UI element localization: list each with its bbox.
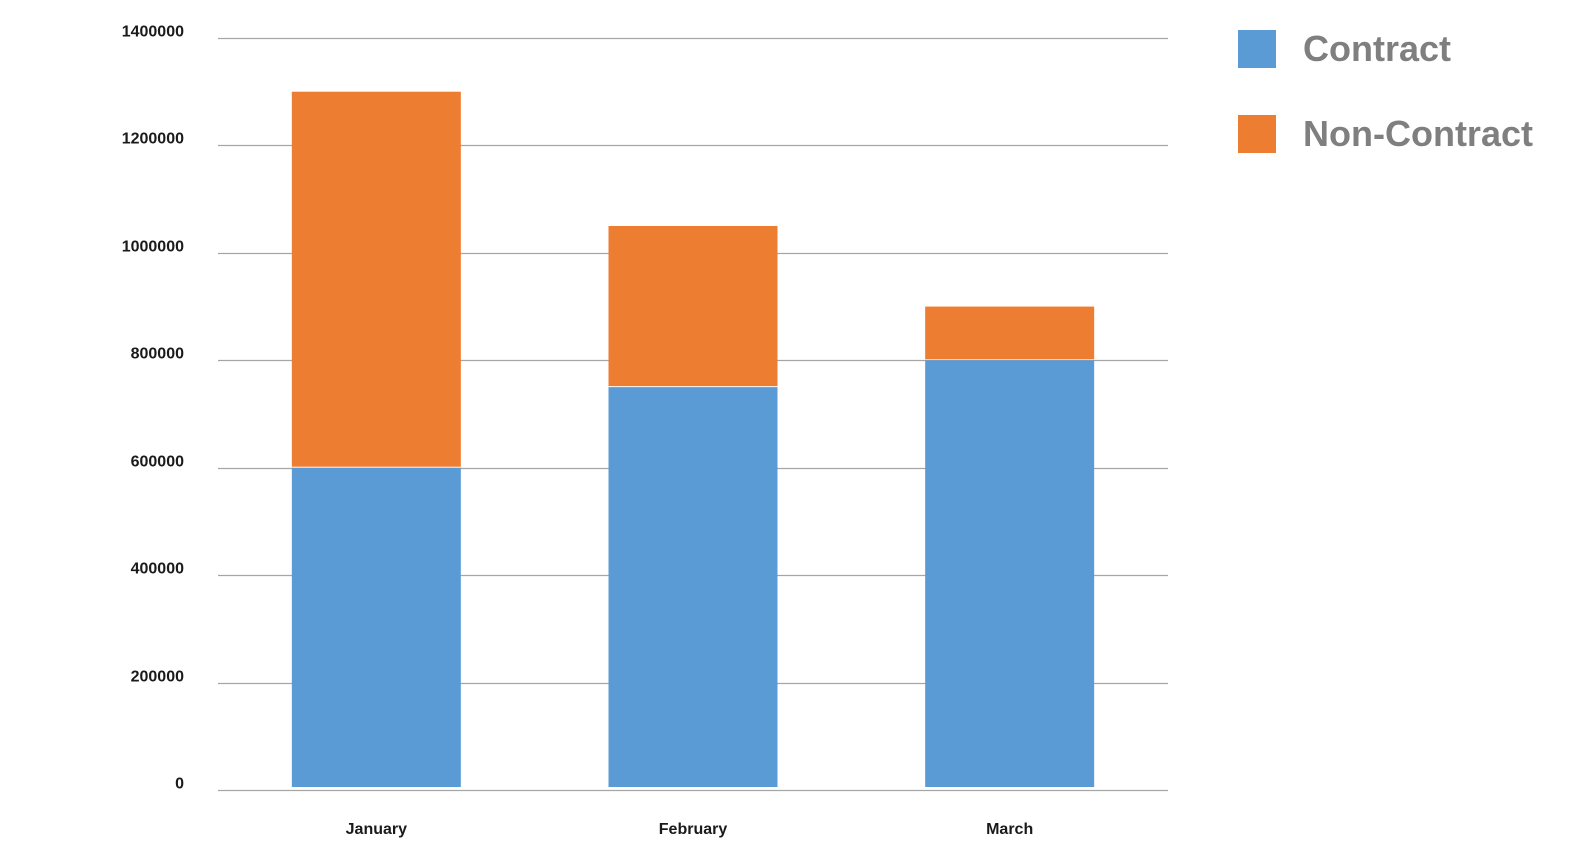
bar-non-contract-march xyxy=(925,306,1095,360)
bar-contract-february xyxy=(608,387,778,787)
bar-non-contract-february xyxy=(608,226,778,387)
y-tick-label-800000: 800000 xyxy=(131,346,184,363)
legend-item-non-contract: Non-Contract xyxy=(1238,113,1533,154)
legend-label-non-contract: Non-Contract xyxy=(1303,113,1533,154)
y-tick-label-1200000: 1200000 xyxy=(122,131,184,148)
legend-swatch-non-contract xyxy=(1238,115,1276,153)
bar-contract-january xyxy=(291,467,461,787)
y-tick-label-1400000: 1400000 xyxy=(122,24,184,41)
y-tick-label-200000: 200000 xyxy=(131,669,184,686)
legend-label-contract: Contract xyxy=(1303,28,1452,69)
x-axis-tick-labels: January February March xyxy=(346,821,1034,838)
x-tick-label-february: February xyxy=(659,821,728,838)
x-tick-label-march: March xyxy=(986,821,1033,838)
legend: Contract Non-Contract xyxy=(1238,28,1533,200)
legend-swatch-contract xyxy=(1238,30,1276,68)
bar-non-contract-january xyxy=(291,91,461,467)
legend-item-contract: Contract xyxy=(1238,28,1533,69)
y-tick-label-0: 0 xyxy=(175,776,184,793)
x-tick-label-january: January xyxy=(346,821,407,838)
bar-contract-march xyxy=(925,360,1095,787)
y-axis-tick-labels: 0 200000 400000 600000 800000 1000000 1200000 1… xyxy=(122,24,184,793)
bars xyxy=(291,91,1095,787)
y-tick-label-600000: 600000 xyxy=(131,454,184,471)
y-tick-label-1000000: 1000000 xyxy=(122,239,184,256)
y-tick-label-400000: 400000 xyxy=(131,561,184,578)
